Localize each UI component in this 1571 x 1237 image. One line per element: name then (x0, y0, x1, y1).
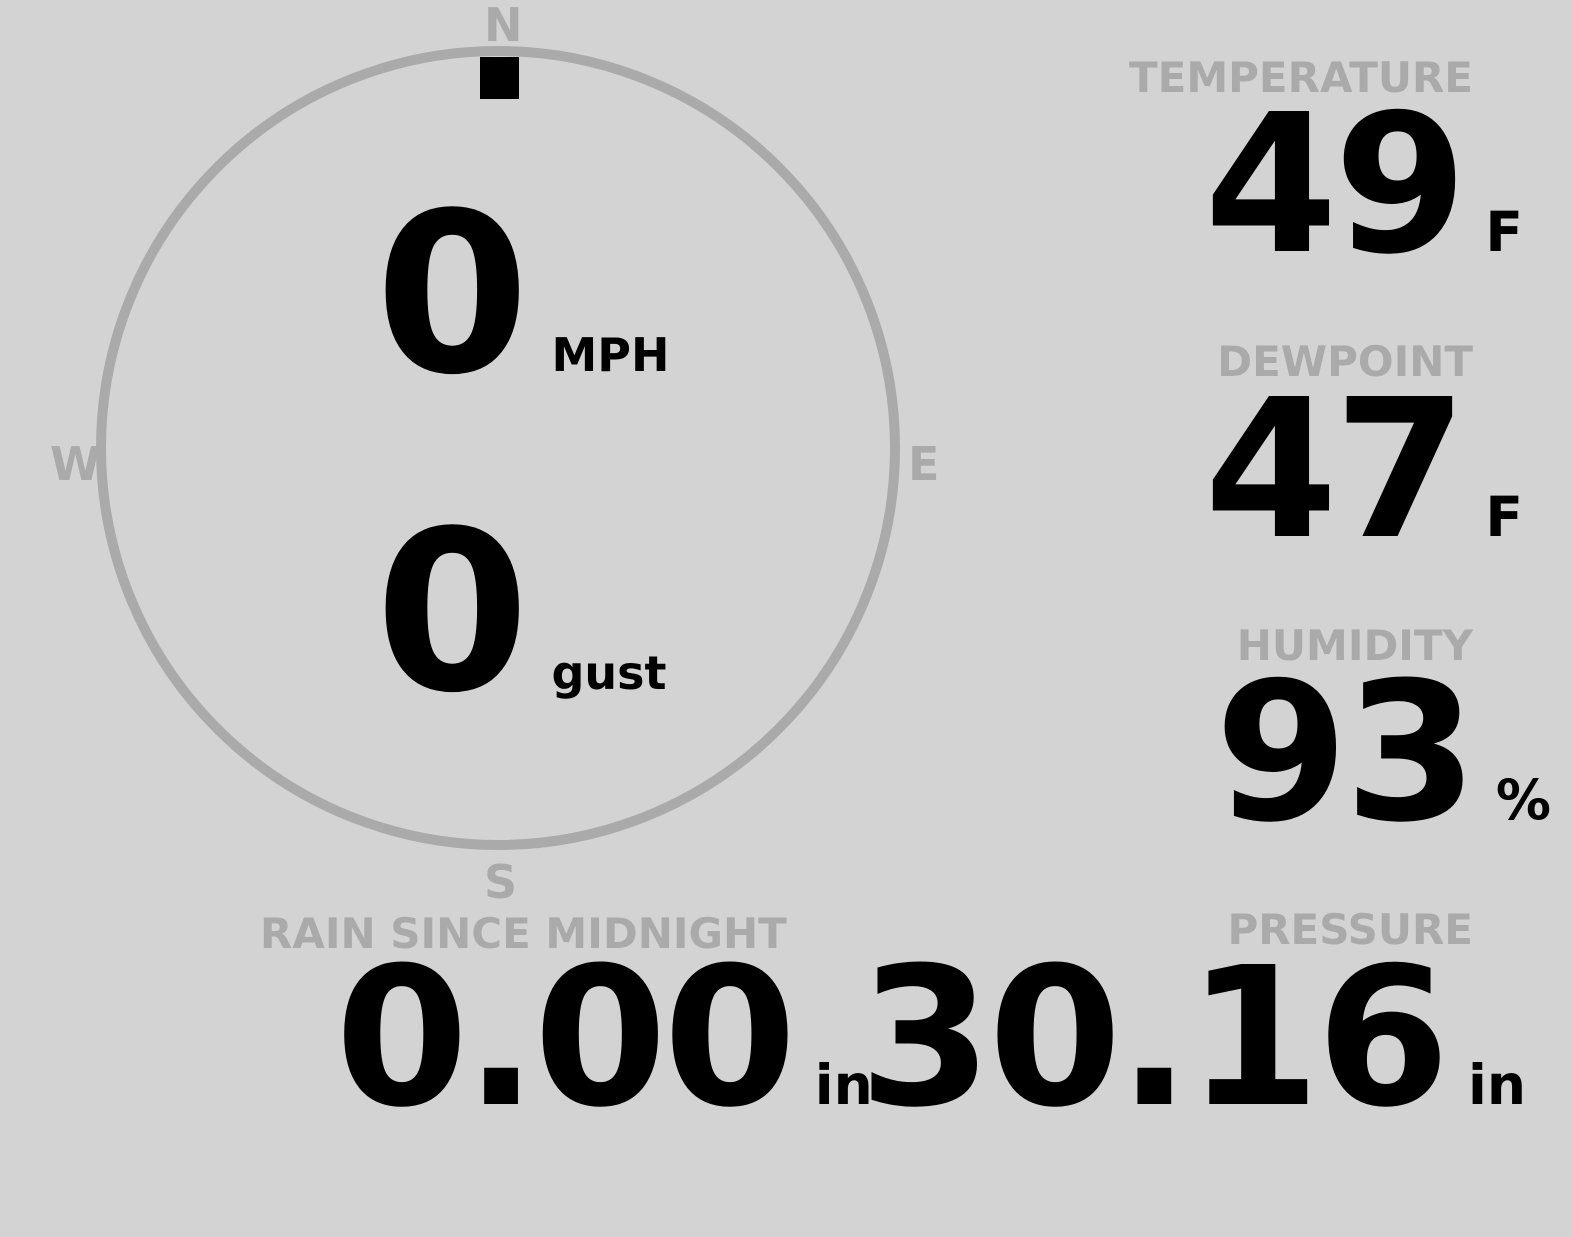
wind-direction-marker (480, 57, 519, 99)
compass-west-label: W (50, 437, 101, 491)
temperature-label: TEMPERATURE (1129, 53, 1473, 102)
wind-speed-value: 0 (375, 166, 530, 424)
rain-label: RAIN SINCE MIDNIGHT (260, 909, 787, 958)
pressure-unit: in (1467, 1053, 1526, 1117)
dewpoint-label: DEWPOINT (1217, 337, 1473, 386)
compass-south-label: S (484, 855, 518, 909)
compass-north-label: N (484, 0, 523, 52)
compass-ring (96, 46, 900, 850)
wind-speed-readout: 0 MPH (375, 184, 669, 406)
humidity-value: 93 (1214, 642, 1478, 865)
rain-value: 0.00 (335, 927, 797, 1150)
dewpoint-value: 47 (1204, 359, 1467, 582)
rain-readout: 0.00 in (335, 943, 873, 1135)
rain-unit: in (814, 1053, 873, 1117)
dewpoint-readout: 47 F (1204, 375, 1523, 567)
temperature-unit: F (1485, 200, 1523, 264)
pressure-readout: 30.16 in (859, 943, 1526, 1135)
dewpoint-unit: F (1485, 485, 1523, 549)
pressure-value: 30.16 (858, 927, 1450, 1150)
temperature-value: 49 (1204, 74, 1467, 297)
pressure-label: PRESSURE (1227, 905, 1473, 954)
wind-gust-value: 0 (375, 484, 530, 742)
wind-gust-unit: gust (551, 646, 667, 700)
humidity-unit: % (1495, 768, 1551, 832)
temperature-readout: 49 F (1204, 90, 1523, 282)
humidity-label: HUMIDITY (1236, 621, 1473, 670)
compass-east-label: E (908, 437, 940, 491)
wind-speed-unit: MPH (551, 328, 670, 382)
wind-gust-readout: 0 gust (375, 502, 667, 724)
humidity-readout: 93 % (1215, 658, 1551, 850)
